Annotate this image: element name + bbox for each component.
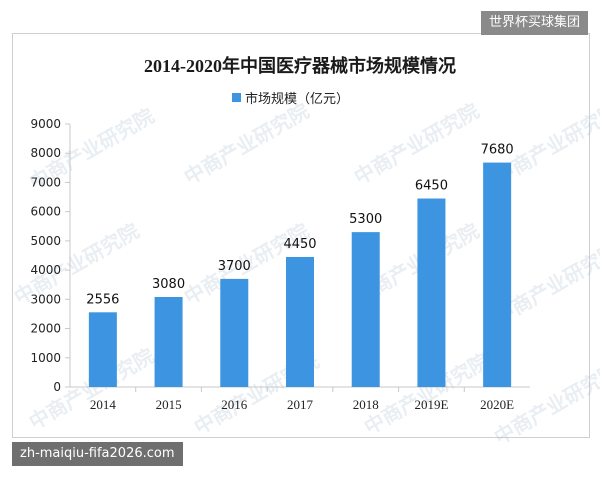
bar-2014 [88,312,117,387]
source-badge: 世界杯买球集团 [480,11,588,35]
y-tick-label: 1000 [30,351,61,365]
y-tick-label: 6000 [30,205,61,219]
bar-2018 [351,232,380,387]
data-label: 3080 [152,277,185,292]
data-label: 7680 [481,143,514,158]
url-badge[interactable]: zh-maiqiu-fifa2026.com [12,442,183,466]
x-tick-label: 2020E [480,397,514,412]
data-labels: 2556 3080 3700 4450 5300 6450 7680 [86,143,513,308]
bar-2016 [220,278,249,387]
data-label: 2556 [86,292,119,307]
y-tick-label: 2000 [30,322,61,336]
y-tick-label: 7000 [30,175,61,189]
y-tick-label: 3000 [30,292,61,306]
legend: 市场规模（亿元） [232,88,350,107]
chart-title: 2014-2020年中国医疗器械市场规模情况 [144,56,456,76]
watermark-text: 中商产业研究院 [350,99,483,190]
data-label: 3700 [218,259,251,274]
x-tick-label: 2015 [156,397,182,412]
bar-2015 [154,296,183,387]
legend-swatch [232,92,241,102]
y-tick-label: 5000 [30,234,61,248]
y-tick-label: 9000 [30,117,61,131]
y-tick-label: 8000 [30,146,61,160]
y-tick-label: 0 [53,380,61,394]
x-tick-label: 2016 [221,397,248,412]
data-label: 6450 [415,179,448,194]
data-label: 4450 [283,237,316,252]
x-tick-label: 2014 [90,397,117,412]
x-tick-label: 2017 [287,397,314,412]
watermark-text: 中商产业研究院 [180,99,313,190]
x-tick-label: 2018 [353,397,379,412]
bars [88,162,512,387]
legend-label: 市场规模（亿元） [245,91,350,107]
bar-2020E [483,162,512,387]
axes: 0 1000 2000 3000 4000 5000 6000 7000 8000 9000 201… [30,117,530,412]
bar-2019E [417,198,446,387]
y-tick-label: 4000 [30,263,61,277]
bar-2017 [286,256,314,387]
data-label: 5300 [349,212,382,227]
x-tick-label: 2019E [414,397,448,412]
